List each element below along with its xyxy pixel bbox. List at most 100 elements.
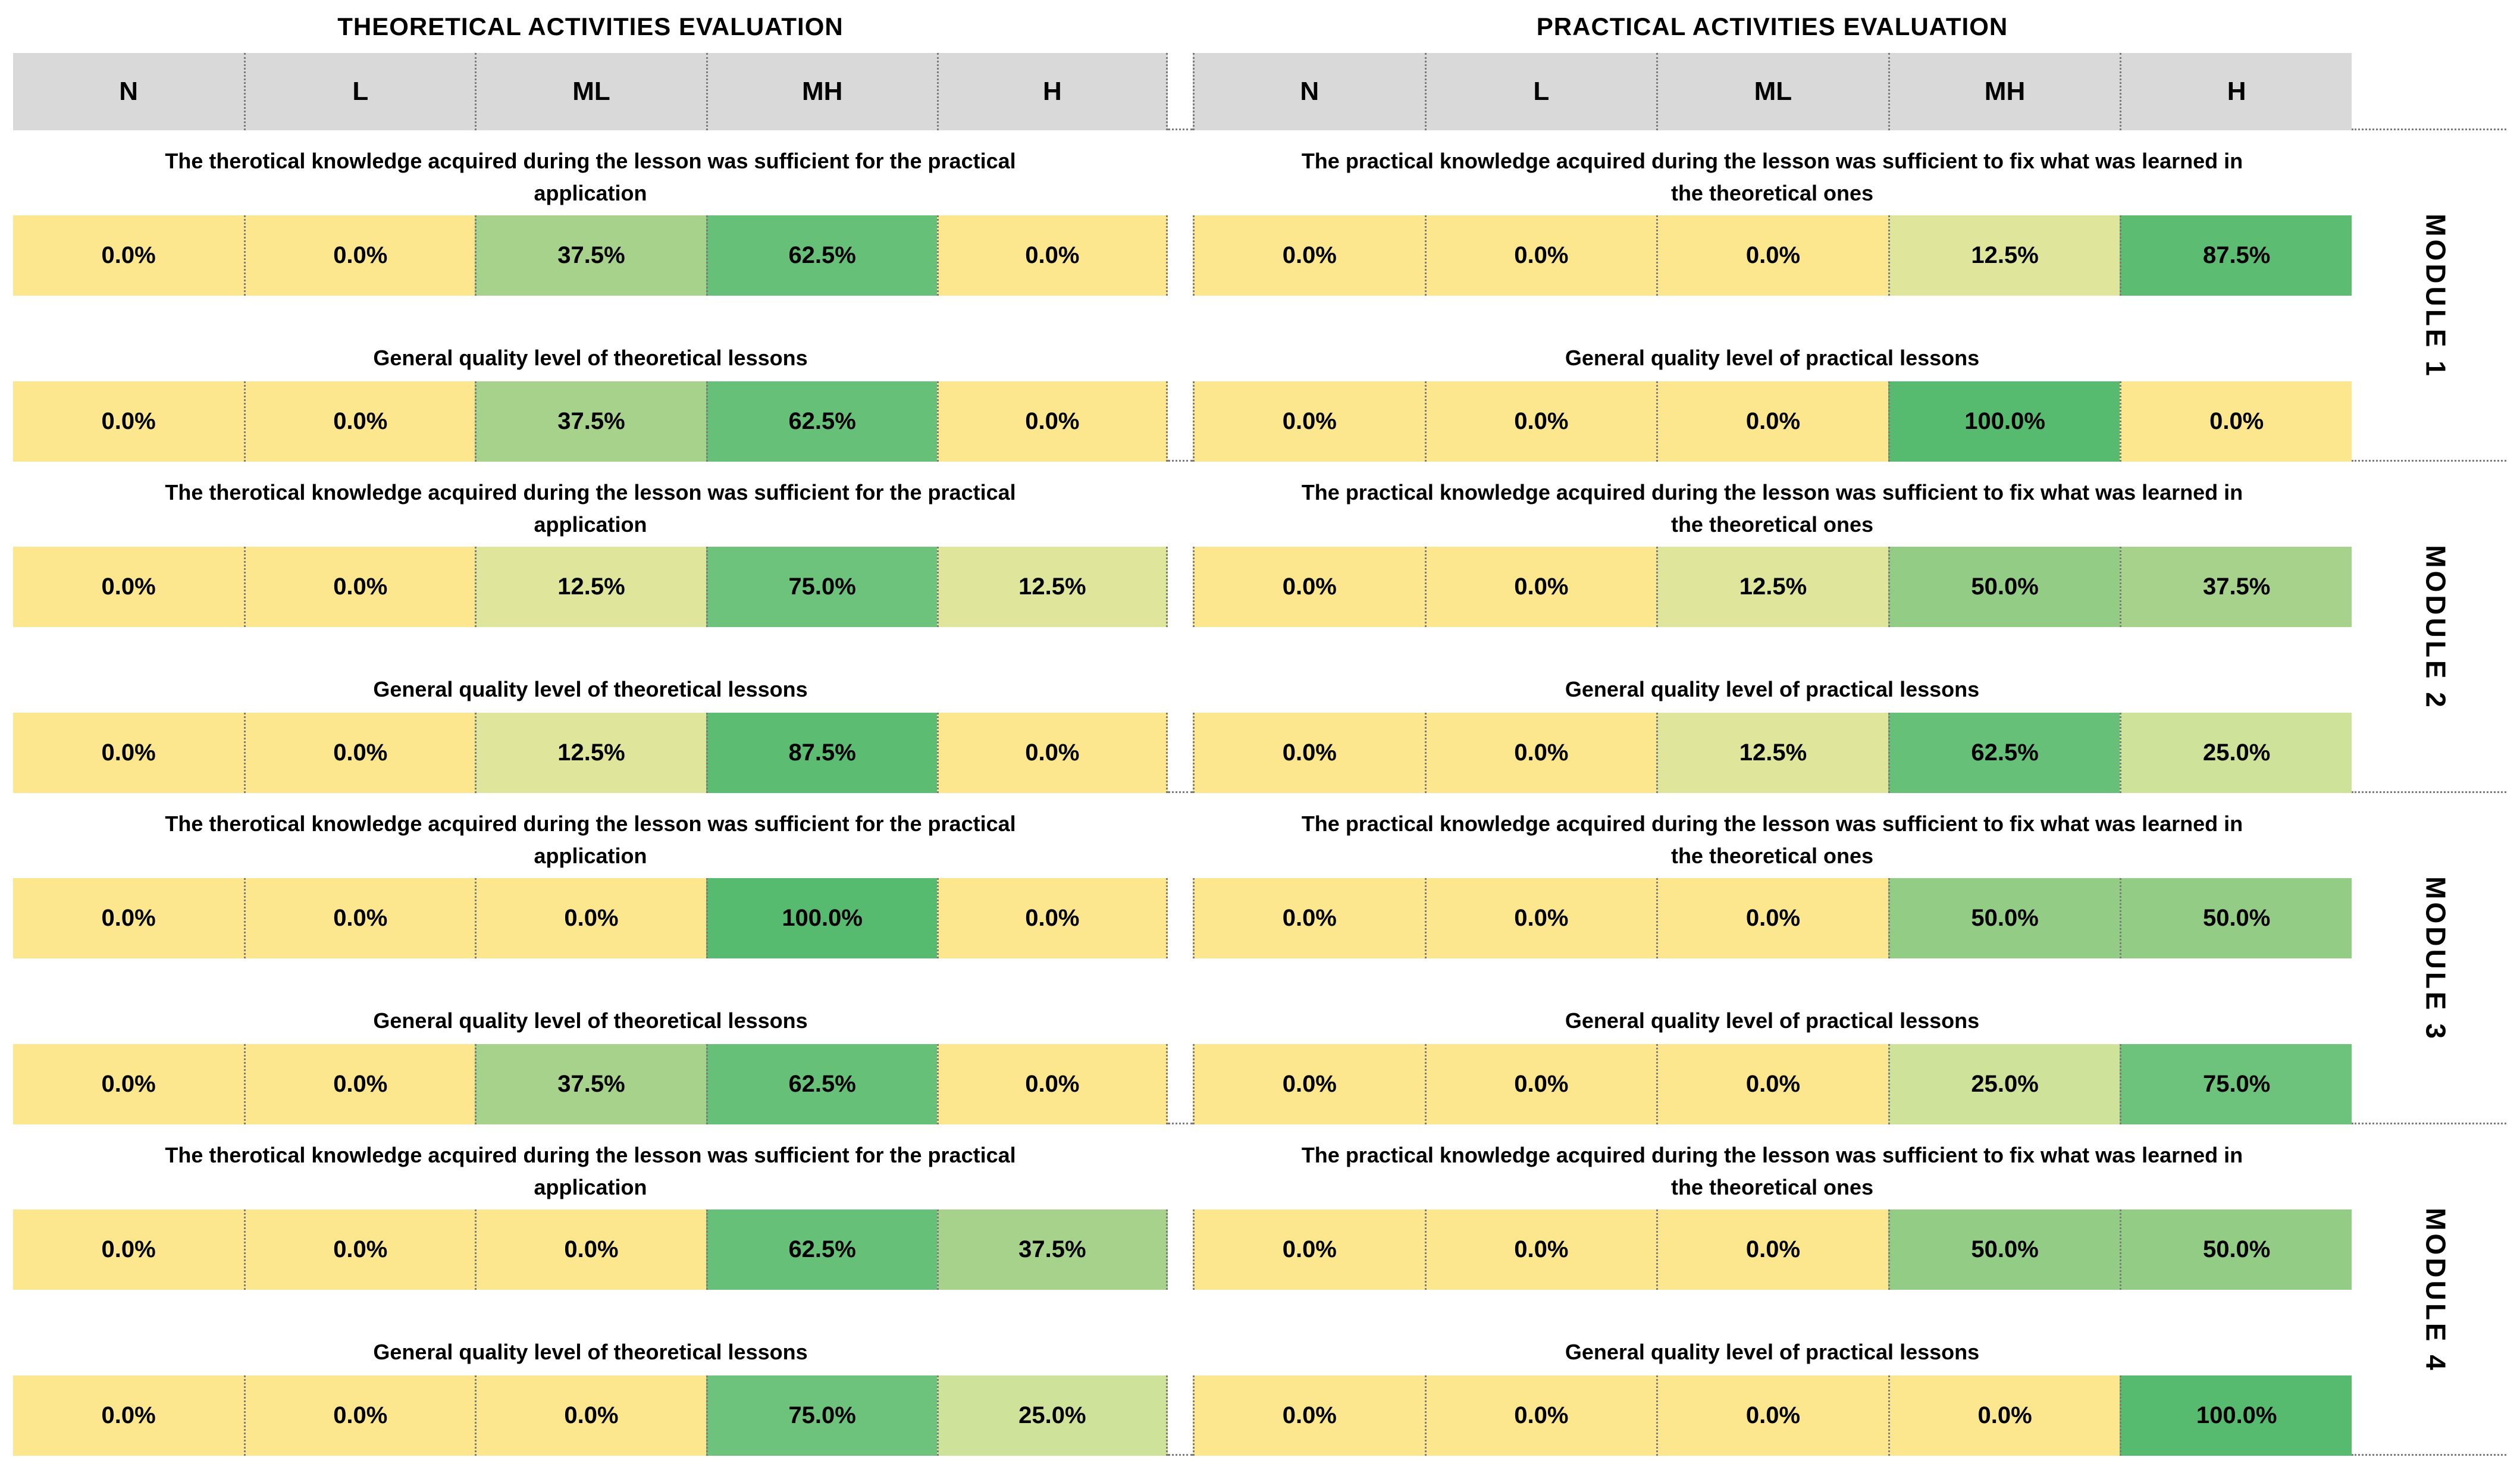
practical-module-4: The practical knowledge acquired during …	[1193, 1124, 2352, 1456]
value-row: 0.0% 0.0% 0.0% 12.5% 87.5%	[1193, 215, 2352, 296]
question-label: General quality level of theoretical les…	[373, 346, 808, 370]
value-cell: 0.0%	[1656, 215, 1888, 296]
value-cell: 0.0%	[1424, 1375, 1657, 1456]
value-row: 0.0% 0.0% 0.0% 0.0% 100.0%	[1193, 1375, 2352, 1456]
value-cell: 12.5%	[475, 547, 706, 627]
value-cell: 0.0%	[244, 215, 475, 296]
table-gap-divider	[1167, 53, 1193, 130]
value-cell: 62.5%	[706, 381, 937, 462]
question-label: The practical knowledge acquired during …	[1301, 811, 2243, 868]
value-cell: 50.0%	[1888, 547, 2120, 627]
value-cell: 0.0%	[1424, 547, 1657, 627]
value-cell: 0.0%	[1656, 1209, 1888, 1290]
title-row: THEORETICAL ACTIVITIES EVALUATION PRACTI…	[0, 0, 2520, 53]
value-cell: 0.0%	[1193, 1044, 1425, 1124]
value-row: 0.0% 0.0% 37.5% 62.5% 0.0%	[13, 215, 1168, 296]
value-cell: 0.0%	[13, 713, 245, 793]
question-label: General quality level of practical lesso…	[1565, 1008, 1980, 1033]
column-header-l: L	[1424, 53, 1657, 130]
module-label: MODULE 2	[2420, 544, 2452, 710]
value-cell: 0.0%	[1656, 1375, 1888, 1456]
value-cell: 100.0%	[2120, 1375, 2352, 1456]
value-cell: 0.0%	[475, 1209, 706, 1290]
question-label: General quality level of theoretical les…	[373, 1008, 808, 1033]
question-label: General quality level of theoretical les…	[373, 1340, 808, 1364]
module-label: MODULE 3	[2420, 876, 2452, 1042]
value-cell: 0.0%	[1424, 1209, 1657, 1290]
value-cell: 12.5%	[1656, 547, 1888, 627]
value-row: 0.0% 0.0% 0.0% 50.0% 50.0%	[1193, 878, 2352, 958]
value-row: 0.0% 0.0% 0.0% 100.0% 0.0%	[13, 878, 1168, 958]
question-label: The practical knowledge acquired during …	[1301, 149, 2243, 205]
value-cell: 0.0%	[244, 1044, 475, 1124]
value-cell: 0.0%	[1424, 381, 1657, 462]
value-cell: 50.0%	[2120, 878, 2352, 958]
value-cell: 37.5%	[475, 215, 706, 296]
value-row: 0.0% 0.0% 12.5% 87.5% 0.0%	[13, 713, 1168, 793]
value-cell: 75.0%	[706, 547, 937, 627]
value-row: 0.0% 0.0% 0.0% 75.0% 25.0%	[13, 1375, 1168, 1456]
value-row: 0.0% 0.0% 0.0% 100.0% 0.0%	[1193, 381, 2352, 462]
question-label: The therotical knowledge acquired during…	[165, 480, 1016, 537]
column-header-ml: ML	[475, 53, 706, 130]
module-label-column: MODULE 2	[2352, 462, 2520, 793]
value-cell: 0.0%	[1424, 215, 1657, 296]
value-cell: 0.0%	[1656, 878, 1888, 958]
value-cell: 62.5%	[706, 215, 937, 296]
value-cell: 0.0%	[936, 878, 1168, 958]
value-cell: 0.0%	[936, 1044, 1168, 1124]
table-gap-divider	[1168, 462, 1193, 793]
value-cell: 87.5%	[2120, 215, 2352, 296]
module-column-header-spacer	[2351, 53, 2520, 130]
value-cell: 100.0%	[1888, 381, 2120, 462]
value-cell: 0.0%	[1193, 547, 1425, 627]
value-cell: 62.5%	[1888, 713, 2120, 793]
value-row: 0.0% 0.0% 12.5% 62.5% 25.0%	[1193, 713, 2352, 793]
question-label: The therotical knowledge acquired during…	[165, 1143, 1016, 1199]
value-cell: 37.5%	[936, 1209, 1168, 1290]
value-row: 0.0% 0.0% 37.5% 62.5% 0.0%	[13, 1044, 1168, 1124]
value-cell: 12.5%	[936, 547, 1168, 627]
value-cell: 0.0%	[936, 713, 1168, 793]
value-row: 0.0% 0.0% 12.5% 75.0% 12.5%	[13, 547, 1168, 627]
value-cell: 50.0%	[1888, 878, 2120, 958]
value-cell: 0.0%	[13, 215, 245, 296]
question-label: General quality level of practical lesso…	[1565, 677, 1980, 701]
value-cell: 50.0%	[2120, 1209, 2352, 1290]
value-cell: 0.0%	[244, 1375, 475, 1456]
value-cell: 0.0%	[936, 215, 1168, 296]
value-cell: 50.0%	[1888, 1209, 2120, 1290]
theoretical-module-1: The therotical knowledge acquired during…	[13, 130, 1168, 462]
value-cell: 37.5%	[475, 381, 706, 462]
value-cell: 0.0%	[244, 878, 475, 958]
practical-module-3: The practical knowledge acquired during …	[1193, 793, 2352, 1124]
value-row: 0.0% 0.0% 0.0% 25.0% 75.0%	[1193, 1044, 2352, 1124]
theoretical-module-4: The therotical knowledge acquired during…	[13, 1124, 1168, 1456]
table-gap-divider	[1168, 793, 1193, 1124]
value-cell: 0.0%	[1424, 878, 1657, 958]
practical-module-1: The practical knowledge acquired during …	[1193, 130, 2352, 462]
value-cell: 75.0%	[2120, 1044, 2352, 1124]
theoretical-table-title: THEORETICAL ACTIVITIES EVALUATION	[337, 12, 844, 40]
value-cell: 0.0%	[1193, 878, 1425, 958]
value-cell: 25.0%	[2120, 713, 2352, 793]
theoretical-module-3: The therotical knowledge acquired during…	[13, 793, 1168, 1124]
value-cell: 0.0%	[244, 1209, 475, 1290]
value-cell: 0.0%	[1888, 1375, 2120, 1456]
value-cell: 25.0%	[1888, 1044, 2120, 1124]
module-4-section: The therotical knowledge acquired during…	[0, 1124, 2520, 1456]
value-cell: 75.0%	[706, 1375, 937, 1456]
question-label: The therotical knowledge acquired during…	[165, 149, 1016, 205]
question-label: General quality level of practical lesso…	[1565, 1340, 1980, 1364]
column-header-n: N	[13, 53, 245, 130]
value-cell: 37.5%	[2120, 547, 2352, 627]
value-cell: 0.0%	[936, 381, 1168, 462]
value-cell: 0.0%	[244, 547, 475, 627]
value-cell: 12.5%	[1888, 215, 2120, 296]
value-cell: 0.0%	[244, 381, 475, 462]
module-label: MODULE 1	[2420, 213, 2452, 379]
practical-header-set: N L ML MH H	[1192, 53, 2352, 130]
value-cell: 0.0%	[1193, 1209, 1425, 1290]
value-row: 0.0% 0.0% 0.0% 62.5% 37.5%	[13, 1209, 1168, 1290]
value-row: 0.0% 0.0% 12.5% 50.0% 37.5%	[1193, 547, 2352, 627]
